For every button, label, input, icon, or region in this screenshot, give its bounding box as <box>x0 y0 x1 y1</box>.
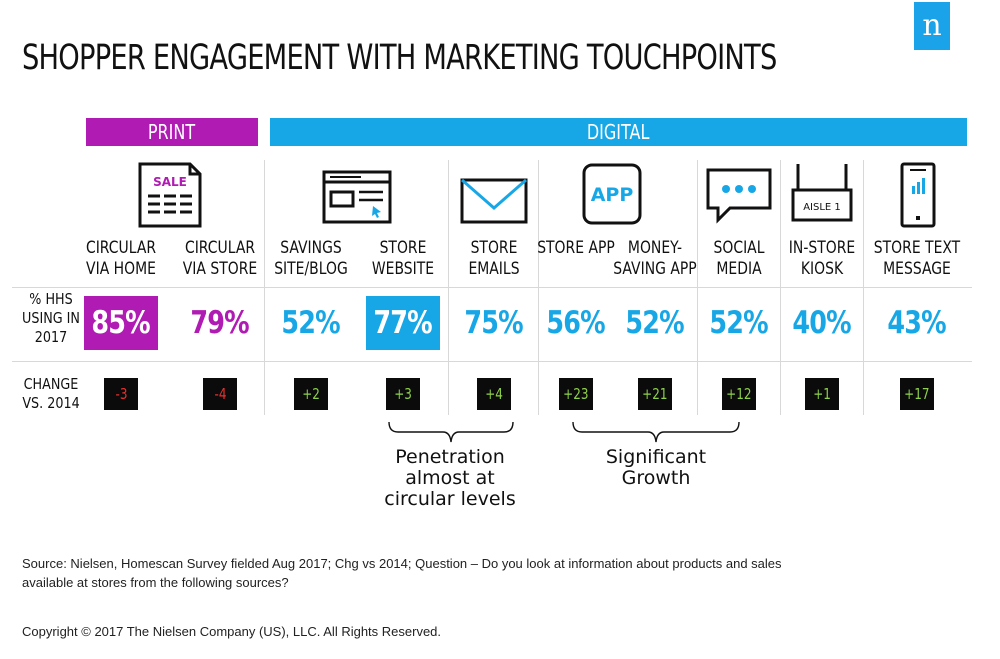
change-value: +21 <box>642 385 668 403</box>
smartphone-icon <box>900 162 936 228</box>
change-value: +17 <box>904 385 930 403</box>
change-badge: +4 <box>477 378 511 410</box>
change-value: +4 <box>485 385 503 403</box>
growth-annotation: Significant Growth <box>605 446 707 489</box>
change-badge: +21 <box>638 378 672 410</box>
pct-value-text: 85% <box>91 305 151 341</box>
pct-value: 40% <box>785 296 859 350</box>
pct-value-text: 40% <box>792 305 852 341</box>
app-icon: APP <box>582 163 642 225</box>
penetration-annotation: Penetration almost at circular levels <box>384 446 516 510</box>
row-label-pct: % HHS USING IN 2017 <box>22 290 80 346</box>
pct-value: 43% <box>880 296 954 350</box>
change-value: +23 <box>563 385 589 403</box>
nielsen-logo: n <box>914 2 950 50</box>
pct-value: 77% <box>366 296 440 350</box>
print-band-label: PRINT <box>148 120 196 144</box>
pct-value: 52% <box>702 296 776 350</box>
browser-window-icon <box>322 170 392 224</box>
row-divider <box>12 287 972 288</box>
change-badge: +2 <box>294 378 328 410</box>
digital-band: DIGITAL <box>270 118 967 146</box>
change-value: +2 <box>302 385 320 403</box>
pct-value: 52% <box>274 296 348 350</box>
change-badge: +3 <box>386 378 420 410</box>
pct-value-text: 79% <box>190 305 250 341</box>
column-label: IN-STORE KIOSK <box>788 238 856 279</box>
speech-bubble-icon <box>706 168 772 224</box>
pct-value-text: 43% <box>887 305 947 341</box>
change-badge: +1 <box>805 378 839 410</box>
change-value: +12 <box>726 385 752 403</box>
column-label: STORE WEBSITE <box>371 238 435 279</box>
change-badge: -3 <box>104 378 138 410</box>
row-divider <box>12 361 972 362</box>
page-title: SHOPPER ENGAGEMENT WITH MARKETING TOUCHP… <box>22 38 777 78</box>
change-badge: -4 <box>203 378 237 410</box>
copyright-note: Copyright © 2017 The Nielsen Company (US… <box>22 624 442 639</box>
app-icon-text: APP <box>591 184 634 206</box>
pct-value: 52% <box>618 296 692 350</box>
pct-value-text: 52% <box>709 305 769 341</box>
column-label: SOCIAL MEDIA <box>713 238 765 279</box>
change-value: +1 <box>813 385 831 403</box>
change-value: -4 <box>214 385 226 403</box>
column-label: SAVINGS SITE/BLOG <box>274 238 348 279</box>
pct-value-text: 77% <box>373 305 433 341</box>
pct-value: 75% <box>457 296 531 350</box>
column-label: STORE EMAILS <box>468 238 520 279</box>
pct-value: 79% <box>183 296 257 350</box>
change-badge: +12 <box>722 378 756 410</box>
aisle-icon-text: AISLE 1 <box>803 202 841 213</box>
pct-value-text: 52% <box>625 305 685 341</box>
pct-value-text: 56% <box>546 305 606 341</box>
envelope-icon <box>460 178 528 224</box>
pct-value: 56% <box>539 296 613 350</box>
source-note: Source: Nielsen, Homescan Survey fielded… <box>22 556 782 590</box>
sale-icon-text: SALE <box>153 175 187 189</box>
pct-value: 85% <box>84 296 158 350</box>
change-value: -3 <box>115 385 127 403</box>
pct-value-text: 52% <box>281 305 341 341</box>
sale-circular-icon: SALE <box>138 162 202 228</box>
pct-value-text: 75% <box>464 305 524 341</box>
column-label: CIRCULAR VIA STORE <box>182 238 258 279</box>
row-label-change: CHANGE VS. 2014 <box>22 375 80 412</box>
column-label: STORE TEXT MESSAGE <box>873 238 961 279</box>
column-label: CIRCULAR VIA HOME <box>85 238 157 279</box>
digital-band-label: DIGITAL <box>587 120 650 144</box>
column-label: STORE APP <box>537 238 615 258</box>
column-label: MONEY-SAVING APP <box>613 238 697 279</box>
change-value: +3 <box>394 385 412 403</box>
growth-bracket <box>572 421 740 443</box>
change-badge: +23 <box>559 378 593 410</box>
kiosk-icon: AISLE 1 <box>791 164 853 222</box>
change-badge: +17 <box>900 378 934 410</box>
penetration-bracket <box>388 421 514 443</box>
print-band: PRINT <box>86 118 258 146</box>
